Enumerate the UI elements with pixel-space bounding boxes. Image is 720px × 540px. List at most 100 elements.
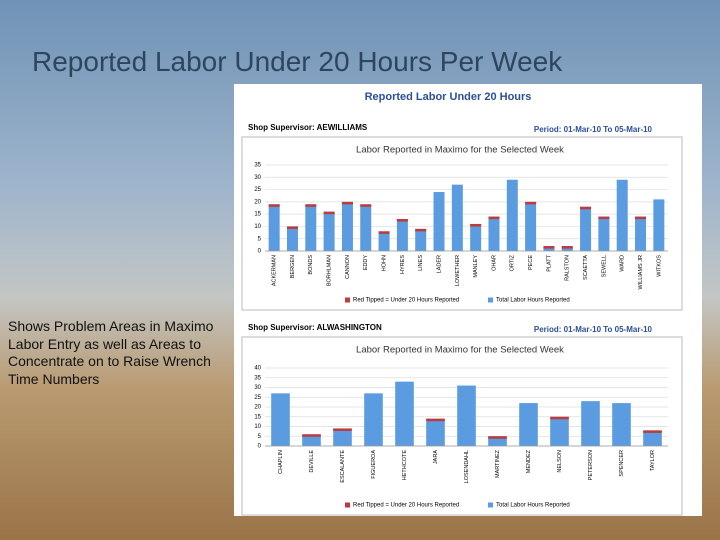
red-tip	[550, 416, 569, 420]
y-tick-label: 0	[258, 249, 262, 255]
bar	[550, 416, 569, 446]
chart-title: Labor Reported in Maximo for the Selecte…	[356, 145, 564, 156]
x-tick-label: EDDY	[363, 255, 369, 271]
bar	[488, 436, 507, 446]
x-tick-label: PECE	[528, 255, 534, 270]
bar	[360, 204, 372, 251]
x-tick-label: WILLIAMS JR	[638, 255, 644, 290]
bar	[286, 226, 298, 251]
bar	[341, 201, 353, 251]
red-tip	[333, 428, 352, 431]
side-text: Shows Problem Areas in Maximo Labor Entr…	[8, 318, 214, 387]
x-tick-label: JARA	[433, 450, 439, 464]
x-tick-label: RALSTON	[565, 255, 571, 281]
red-tip	[341, 201, 353, 205]
legend-swatch	[488, 297, 493, 303]
bar	[598, 216, 610, 251]
x-tick-label: DEVILLE	[309, 450, 315, 473]
bar	[457, 385, 476, 446]
x-tick-label: SPENCER	[619, 450, 625, 477]
x-tick-label: OHAR	[491, 255, 497, 271]
legend-swatch	[345, 502, 350, 508]
bar	[268, 204, 280, 251]
red-tip	[415, 228, 427, 232]
y-tick-label: 5	[258, 236, 262, 242]
x-tick-label: SCAETTA	[583, 255, 589, 280]
bar	[470, 223, 482, 251]
x-tick-label: LADER	[436, 255, 442, 273]
bar	[506, 179, 518, 251]
bar	[519, 403, 538, 446]
bar	[333, 428, 352, 446]
bar	[396, 219, 408, 251]
x-tick-label: SEWELL	[601, 255, 607, 277]
x-tick-label: MARTINEZ	[495, 449, 501, 478]
x-tick-label: BONDS	[308, 255, 314, 275]
period: Period: 01-Mar-10 To 05-Mar-10	[534, 325, 653, 334]
red-tip	[302, 434, 321, 437]
red-tip	[360, 204, 372, 207]
y-tick-label: 30	[254, 175, 261, 181]
bar	[271, 393, 290, 446]
x-tick-label: HYRES	[400, 255, 406, 274]
legend-label: Total Labor Hours Reported	[496, 503, 570, 509]
x-tick-label: ACKERMAN	[272, 255, 278, 286]
bar	[395, 381, 414, 446]
x-tick-label: MENDEZ	[526, 449, 532, 473]
legend-label: Red Tipped = Under 20 Hours Reported	[353, 298, 459, 304]
red-tip	[488, 216, 500, 220]
y-tick-label: 35	[254, 163, 261, 169]
x-tick-label: LOSENDAHL	[464, 450, 470, 483]
bar	[653, 199, 665, 251]
legend-swatch	[488, 502, 493, 508]
red-tip	[470, 223, 482, 227]
legend-label: Red Tipped = Under 20 Hours Reported	[353, 503, 459, 509]
bar	[433, 192, 445, 251]
x-tick-label: MANLEY	[473, 255, 479, 278]
x-tick-label: PLATT	[546, 254, 552, 271]
y-tick-label: 25	[254, 395, 261, 401]
x-tick-label: LINES	[418, 255, 424, 271]
red-tip	[598, 216, 610, 220]
bar	[451, 184, 463, 251]
legend-swatch	[345, 297, 350, 303]
y-tick-label: 30	[254, 385, 261, 391]
supervisor: Shop Supervisor: ALWASHINGTON	[248, 323, 382, 332]
y-tick-label: 15	[254, 414, 261, 420]
x-tick-label: CANNON	[345, 255, 351, 279]
bar	[581, 401, 600, 446]
x-tick-label: NELSON	[557, 450, 563, 473]
bar	[305, 204, 317, 251]
x-tick-label: HOHN	[382, 255, 388, 271]
x-tick-label: FIGUEROA	[371, 450, 377, 479]
y-tick-label: 0	[258, 444, 262, 450]
red-tip	[323, 211, 335, 215]
x-tick-label: CHAPLIN	[278, 450, 284, 474]
red-tip	[561, 246, 573, 249]
bar	[616, 179, 628, 251]
bar	[302, 434, 321, 446]
y-tick-label: 40	[254, 366, 261, 372]
y-tick-label: 35	[254, 375, 261, 381]
y-tick-label: 15	[254, 212, 261, 218]
red-tip	[580, 206, 592, 210]
red-tip	[643, 430, 662, 433]
bar	[643, 430, 662, 446]
report-title: Reported Labor Under 20 Hours	[365, 91, 532, 103]
supervisor: Shop Supervisor: AEWILLIAMS	[248, 123, 368, 132]
slide-title: Reported Labor Under 20 Hours Per Week	[32, 46, 563, 77]
red-tip	[305, 204, 317, 207]
x-tick-label: TAYLOR	[650, 450, 656, 471]
x-tick-label: BORHLMAN	[327, 255, 333, 286]
x-tick-label: WITKOS	[656, 255, 662, 277]
bar	[525, 201, 537, 251]
x-tick-label: PETERSON	[588, 450, 594, 480]
red-tip	[286, 226, 298, 229]
bar	[580, 206, 592, 251]
bar	[378, 231, 390, 251]
bar	[488, 216, 500, 251]
red-tip	[396, 219, 408, 222]
red-tip	[426, 418, 445, 422]
x-tick-label: WARD	[620, 255, 626, 272]
